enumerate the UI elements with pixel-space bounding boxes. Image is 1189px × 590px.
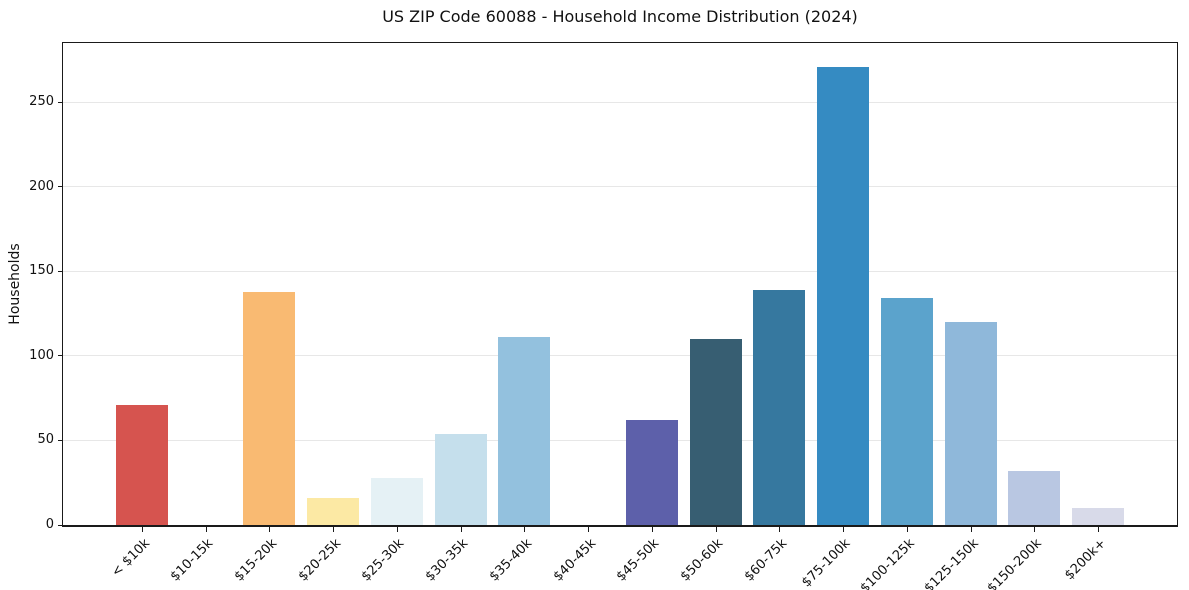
category-slot-14: $125-150k bbox=[921, 43, 1003, 590]
category-slot-10: $50-60k bbox=[678, 43, 748, 584]
x-tick-13 bbox=[906, 527, 908, 532]
x-tick-label-15: $150-200k bbox=[984, 536, 1045, 590]
y-tick-50 bbox=[58, 439, 62, 441]
category-slot-6: $30-35k bbox=[423, 43, 493, 584]
bar-13 bbox=[880, 298, 933, 525]
category-slot-2: $10-15k bbox=[168, 43, 238, 584]
bar-16 bbox=[1072, 508, 1125, 525]
y-tick-200 bbox=[58, 186, 62, 188]
x-tick-11 bbox=[779, 527, 781, 532]
bar-10 bbox=[689, 338, 742, 525]
x-tick-16 bbox=[1098, 527, 1100, 532]
x-tick-label-1: < $10k bbox=[108, 536, 153, 581]
x-tick-label-11: $60-75k bbox=[741, 536, 790, 585]
bar-slots: < $10k $10-15k $15-20k $20-25k $25-30k $30-35… bbox=[108, 43, 1130, 590]
x-tick-label-12: $75-100k bbox=[799, 536, 854, 590]
gridline-y200 bbox=[63, 186, 1177, 188]
y-axis-label: Households bbox=[7, 243, 23, 325]
x-tick-label-8: $40-45k bbox=[550, 536, 599, 585]
gridline-y250 bbox=[63, 101, 1177, 103]
x-tick-12 bbox=[843, 527, 845, 532]
category-slot-11: $60-75k bbox=[741, 43, 812, 584]
gridline-y50 bbox=[63, 439, 1177, 441]
category-slot-12: $75-100k bbox=[799, 43, 875, 590]
x-tick-9 bbox=[651, 527, 653, 532]
bar-11 bbox=[753, 289, 806, 525]
x-tick-label-9: $45-50k bbox=[613, 536, 663, 585]
x-tick-label-5: $25-30k bbox=[358, 536, 408, 585]
x-tick-8 bbox=[588, 527, 590, 532]
bar-3 bbox=[243, 291, 296, 525]
x-tick-label-2: $10-15k bbox=[167, 536, 217, 585]
x-tick-label-13: $100-125k bbox=[857, 536, 918, 590]
category-slot-7: $35-40k bbox=[486, 43, 557, 584]
x-tick-label-14: $125-150k bbox=[921, 536, 982, 590]
y-tick-label-250: 250 bbox=[29, 94, 54, 110]
x-tick-3 bbox=[269, 527, 271, 532]
category-slot-3: $15-20k bbox=[231, 43, 302, 584]
x-tick-5 bbox=[396, 527, 398, 532]
x-tick-1 bbox=[141, 527, 143, 532]
bar-7 bbox=[498, 337, 551, 525]
x-tick-label-3: $15-20k bbox=[231, 536, 280, 585]
x-tick-15 bbox=[1034, 527, 1036, 532]
category-slot-4: $20-25k bbox=[295, 43, 365, 584]
bar-12 bbox=[817, 66, 870, 525]
category-slot-13: $100-125k bbox=[857, 43, 939, 590]
plot-area: < $10k $10-15k $15-20k $20-25k $25-30k $30-35… bbox=[62, 42, 1178, 590]
x-tick-7 bbox=[524, 527, 526, 532]
gridline-y100 bbox=[63, 355, 1177, 357]
y-tick-label-100: 100 bbox=[29, 347, 54, 363]
chart-title: US ZIP Code 60088 - Household Income Dis… bbox=[382, 7, 858, 26]
category-slot-9: $45-50k bbox=[614, 43, 684, 584]
x-tick-2 bbox=[205, 527, 207, 532]
x-tick-14 bbox=[970, 527, 972, 532]
bar-14 bbox=[944, 322, 997, 525]
category-slot-8: $40-45k bbox=[550, 43, 620, 584]
bar-9 bbox=[625, 420, 678, 525]
y-tick-0 bbox=[58, 524, 62, 526]
y-tick-100 bbox=[58, 355, 62, 357]
gridline-y150 bbox=[63, 270, 1177, 272]
y-tick-label-150: 150 bbox=[29, 263, 54, 279]
x-tick-10 bbox=[715, 527, 717, 532]
bar-4 bbox=[307, 497, 360, 525]
category-slot-5: $25-30k bbox=[359, 43, 429, 584]
x-tick-label-7: $35-40k bbox=[486, 536, 535, 585]
y-tick-150 bbox=[58, 270, 62, 272]
category-slot-1: < $10k bbox=[108, 43, 174, 580]
x-tick-label-4: $20-25k bbox=[295, 536, 344, 585]
bar-5 bbox=[370, 477, 423, 525]
x-tick-label-6: $30-35k bbox=[422, 536, 472, 585]
y-tick-label-200: 200 bbox=[29, 178, 54, 194]
bar-6 bbox=[434, 433, 487, 525]
y-tick-250 bbox=[58, 101, 62, 103]
y-tick-label-0: 0 bbox=[45, 517, 54, 532]
category-slot-16: $200k+ bbox=[1062, 43, 1130, 583]
x-tick-6 bbox=[460, 527, 462, 532]
x-tick-label-10: $50-60k bbox=[677, 536, 727, 585]
category-slot-15: $150-200k bbox=[985, 43, 1067, 590]
bar-15 bbox=[1008, 470, 1061, 525]
x-tick-label-16: $200k+ bbox=[1061, 536, 1109, 584]
x-tick-4 bbox=[333, 527, 335, 532]
bar-1 bbox=[115, 404, 168, 525]
y-tick-label-50: 50 bbox=[37, 432, 54, 448]
